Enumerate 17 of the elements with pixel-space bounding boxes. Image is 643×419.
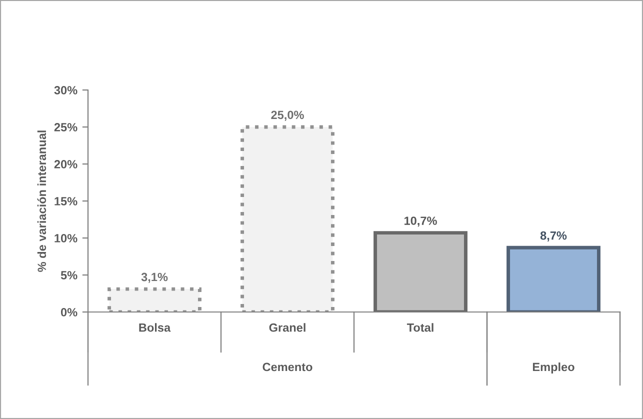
- data-label: 10,7%: [404, 216, 437, 227]
- x-tick-label: Bolsa: [139, 323, 171, 332]
- data-label: 3,1%: [141, 272, 168, 283]
- data-label: 8,7%: [540, 231, 567, 242]
- y-tick-label: 0%: [60, 308, 78, 316]
- data-label: 25,0%: [271, 110, 304, 121]
- x-tick-label: Granel: [269, 323, 306, 332]
- y-tick-label: 5%: [60, 271, 78, 280]
- y-tick-label: 15%: [54, 197, 78, 206]
- y-tick-label: 20%: [54, 160, 78, 168]
- x-tick-label: Total: [406, 323, 434, 332]
- y-tick-label: 10%: [54, 234, 78, 242]
- text: Empleo: [532, 362, 574, 374]
- y-tick-label: 30%: [54, 86, 78, 94]
- y-tick-label: 25%: [54, 123, 78, 132]
- text: Cemento: [262, 362, 312, 372]
- y-axis-title: % de variación interanual: [37, 130, 46, 272]
